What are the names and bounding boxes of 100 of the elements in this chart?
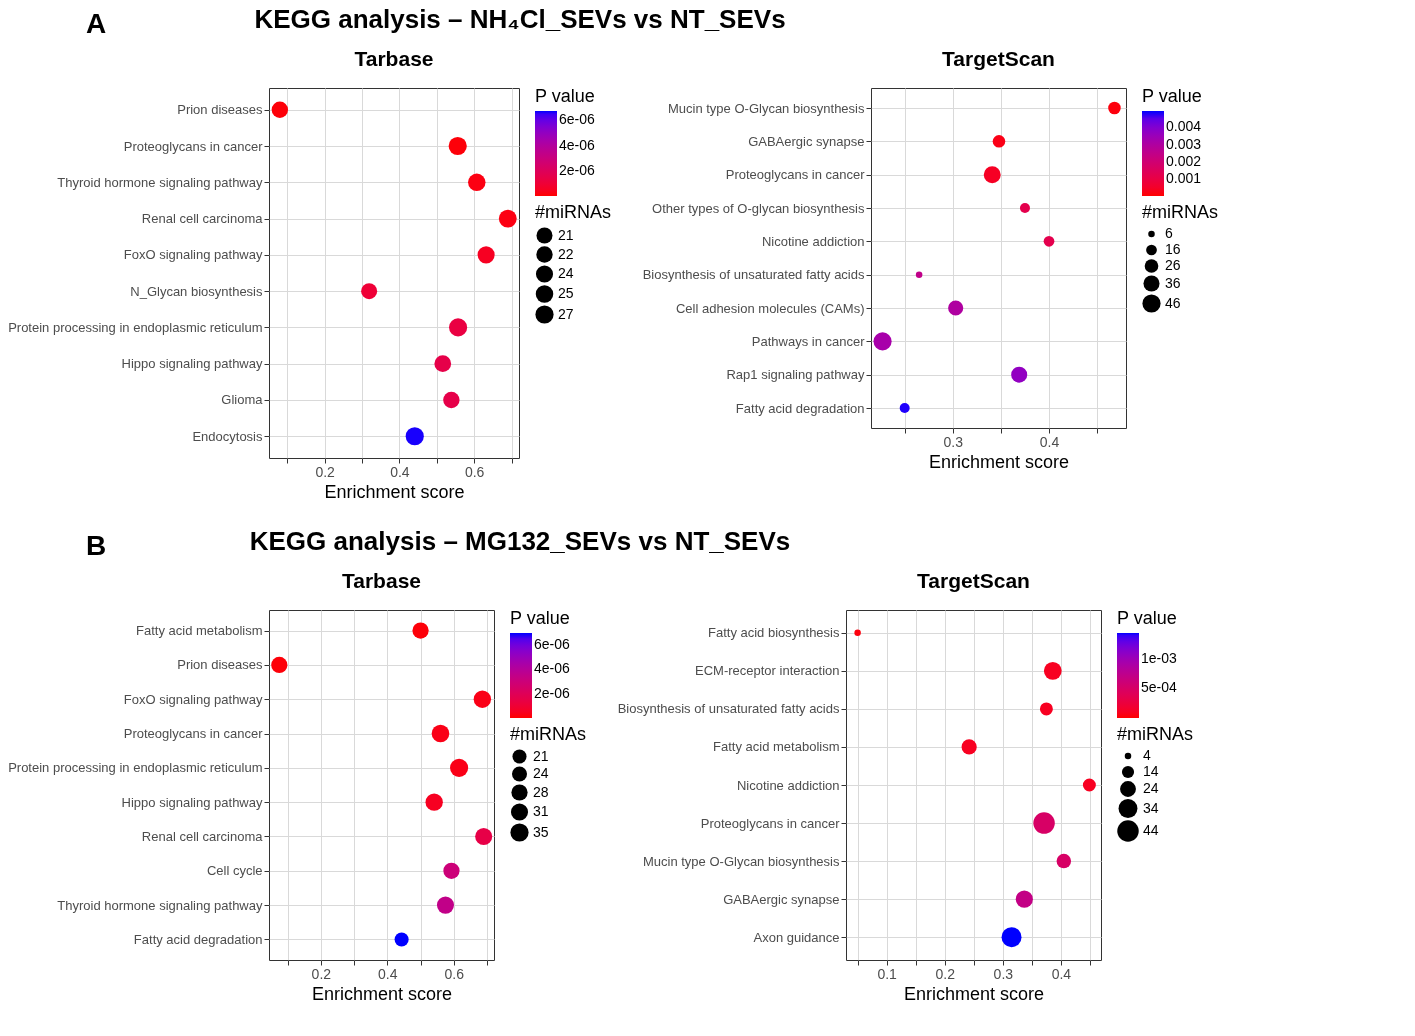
x-tick-label: 0.6 xyxy=(444,965,465,982)
x-axis-title: Enrichment score xyxy=(324,481,465,502)
color-bar-title: P value xyxy=(1142,86,1202,106)
x-axis-title: Enrichment score xyxy=(928,451,1070,472)
legend-label: 22 xyxy=(558,245,574,262)
y-tick-label: Cell cycle xyxy=(206,863,263,879)
color-bar-title: P value xyxy=(1117,608,1177,628)
y-tick-label: Proteoglycans in cancer xyxy=(700,815,841,831)
color-bar-label: 6e-06 xyxy=(534,636,571,653)
legend-label: 44 xyxy=(1143,822,1159,838)
legend-label: 36 xyxy=(1165,274,1181,291)
legend-title: #miRNAs xyxy=(535,202,612,222)
y-tick-label: Nicotine addiction xyxy=(761,233,865,249)
legend-label: 16 xyxy=(1165,241,1181,257)
chart-title: Tarbase xyxy=(342,569,421,592)
legend-label: 31 xyxy=(533,803,549,819)
legend-label: 27 xyxy=(558,305,574,322)
x-tick-label: 0.4 xyxy=(1039,433,1060,450)
legend-label: 35 xyxy=(533,823,549,840)
color-bar-label: 0.004 xyxy=(1166,118,1202,135)
color-bar-label: 4e-06 xyxy=(534,660,571,677)
legend-title: #miRNAs xyxy=(1142,202,1219,222)
legend-label: 28 xyxy=(533,783,549,800)
y-tick-label: Proteoglycans in cancer xyxy=(725,167,866,183)
legend-label: 34 xyxy=(1143,799,1159,816)
y-tick-label: Prion diseases xyxy=(177,657,263,673)
y-tick-label: Cell adhesion molecules (CAMs) xyxy=(675,300,865,316)
y-tick-label: Renal cell carcinoma xyxy=(141,211,264,227)
y-tick-label: Protein processing in endoplasmic reticulum xyxy=(8,760,263,776)
color-bar-label: 1e-03 xyxy=(1141,649,1178,666)
x-tick-label: 0.1 xyxy=(877,965,898,982)
y-tick-label: Proteoglycans in cancer xyxy=(123,726,264,742)
color-bar-label: 2e-06 xyxy=(559,161,596,178)
x-tick-label: 0.2 xyxy=(315,463,336,480)
legend-label: 21 xyxy=(558,226,574,243)
text: B xyxy=(86,530,107,562)
color-bar-label: 4e-06 xyxy=(559,136,596,153)
y-tick-label: Prion diseases xyxy=(177,102,263,118)
legend-label: 46 xyxy=(1165,294,1181,311)
x-tick-label: 0.4 xyxy=(390,463,410,480)
x-tick-label: 0.2 xyxy=(311,965,332,982)
chart-title: Tarbase xyxy=(354,47,434,70)
legend-label: 24 xyxy=(558,265,574,281)
text: KEGG analysis – NH₄Cl_SEVs vs NT_SEVs xyxy=(254,4,786,34)
legend-label: 24 xyxy=(1143,780,1159,796)
x-tick-label: 0.3 xyxy=(943,433,964,450)
legend-label: 6 xyxy=(1165,225,1173,241)
y-tick-label: FoxO signaling pathway xyxy=(123,247,263,263)
y-tick-label: Protein processing in endoplasmic reticulum xyxy=(8,319,263,335)
y-tick-label: Biosynthesis of unsaturated fatty acids xyxy=(642,267,865,283)
y-tick-label: GABAergic synapse xyxy=(748,133,865,149)
x-tick-label: 0.4 xyxy=(378,965,398,982)
y-tick-label: Fatty acid metabolism xyxy=(713,739,840,755)
y-tick-label: Fatty acid degradation xyxy=(133,931,263,947)
y-tick-label: FoxO signaling pathway xyxy=(123,691,263,707)
x-axis-title: Enrichment score xyxy=(311,983,453,1004)
y-tick-label: Hippo signaling pathway xyxy=(121,794,263,810)
chart-title: TargetScan xyxy=(917,569,1030,592)
x-tick-label: 0.6 xyxy=(464,463,485,480)
x-axis-title: Enrichment score xyxy=(903,983,1045,1004)
color-bar-title: P value xyxy=(535,86,595,106)
color-bar-title: P value xyxy=(510,608,570,628)
legend-label: 21 xyxy=(533,747,549,764)
y-tick-label: ECM-receptor interaction xyxy=(695,663,840,679)
legend-label: 24 xyxy=(533,765,549,781)
y-tick-label: Biosynthesis of unsaturated fatty acids xyxy=(617,701,840,717)
color-bar-label: 0.001 xyxy=(1166,169,1202,186)
color-bar-label: 5e-04 xyxy=(1141,679,1178,696)
legend-label: 25 xyxy=(558,285,574,301)
legend-label: 26 xyxy=(1165,257,1181,273)
legend-title: #miRNAs xyxy=(510,724,587,744)
y-tick-label: Proteoglycans in cancer xyxy=(123,138,264,154)
chart-title: TargetScan xyxy=(942,47,1055,70)
color-bar-label: 6e-06 xyxy=(559,111,596,128)
y-tick-label: Other types of O-glycan biosynthesis xyxy=(652,200,865,216)
color-bar-label: 0.002 xyxy=(1166,152,1202,169)
y-tick-label: Axon guidance xyxy=(753,929,840,945)
text: A xyxy=(86,8,107,40)
legend-label: 4 xyxy=(1143,747,1151,763)
y-tick-label: N_Glycan biosynthesis xyxy=(130,283,263,299)
y-tick-label: Renal cell carcinoma xyxy=(141,828,264,844)
x-tick-label: 0.4 xyxy=(1051,965,1072,982)
y-tick-label: Fatty acid metabolism xyxy=(136,623,263,639)
y-tick-label: Nicotine addiction xyxy=(736,777,840,793)
legend-title: #miRNAs xyxy=(1117,724,1194,744)
y-tick-label: Mucin type O-Glycan biosynthesis xyxy=(667,100,865,116)
color-bar-label: 0.003 xyxy=(1166,135,1202,152)
x-tick-label: 0.3 xyxy=(993,965,1014,982)
x-tick-label: 0.2 xyxy=(935,965,956,982)
legend-label: 14 xyxy=(1143,763,1159,779)
y-tick-label: Hippo signaling pathway xyxy=(121,356,263,372)
y-tick-label: Fatty acid degradation xyxy=(735,400,865,416)
y-tick-label: GABAergic synapse xyxy=(723,891,840,907)
color-bar-label: 2e-06 xyxy=(534,684,571,701)
text: KEGG analysis – MG132_SEVs vs NT_SEVs xyxy=(249,526,791,556)
y-tick-label: Fatty acid biosynthesis xyxy=(707,625,840,641)
y-tick-label: Thyroid hormone signaling pathway xyxy=(57,897,263,913)
y-tick-label: Thyroid hormone signaling pathway xyxy=(57,174,263,190)
y-tick-label: Rap1 signaling pathway xyxy=(726,367,865,383)
y-tick-label: Endocytosis xyxy=(192,428,263,444)
